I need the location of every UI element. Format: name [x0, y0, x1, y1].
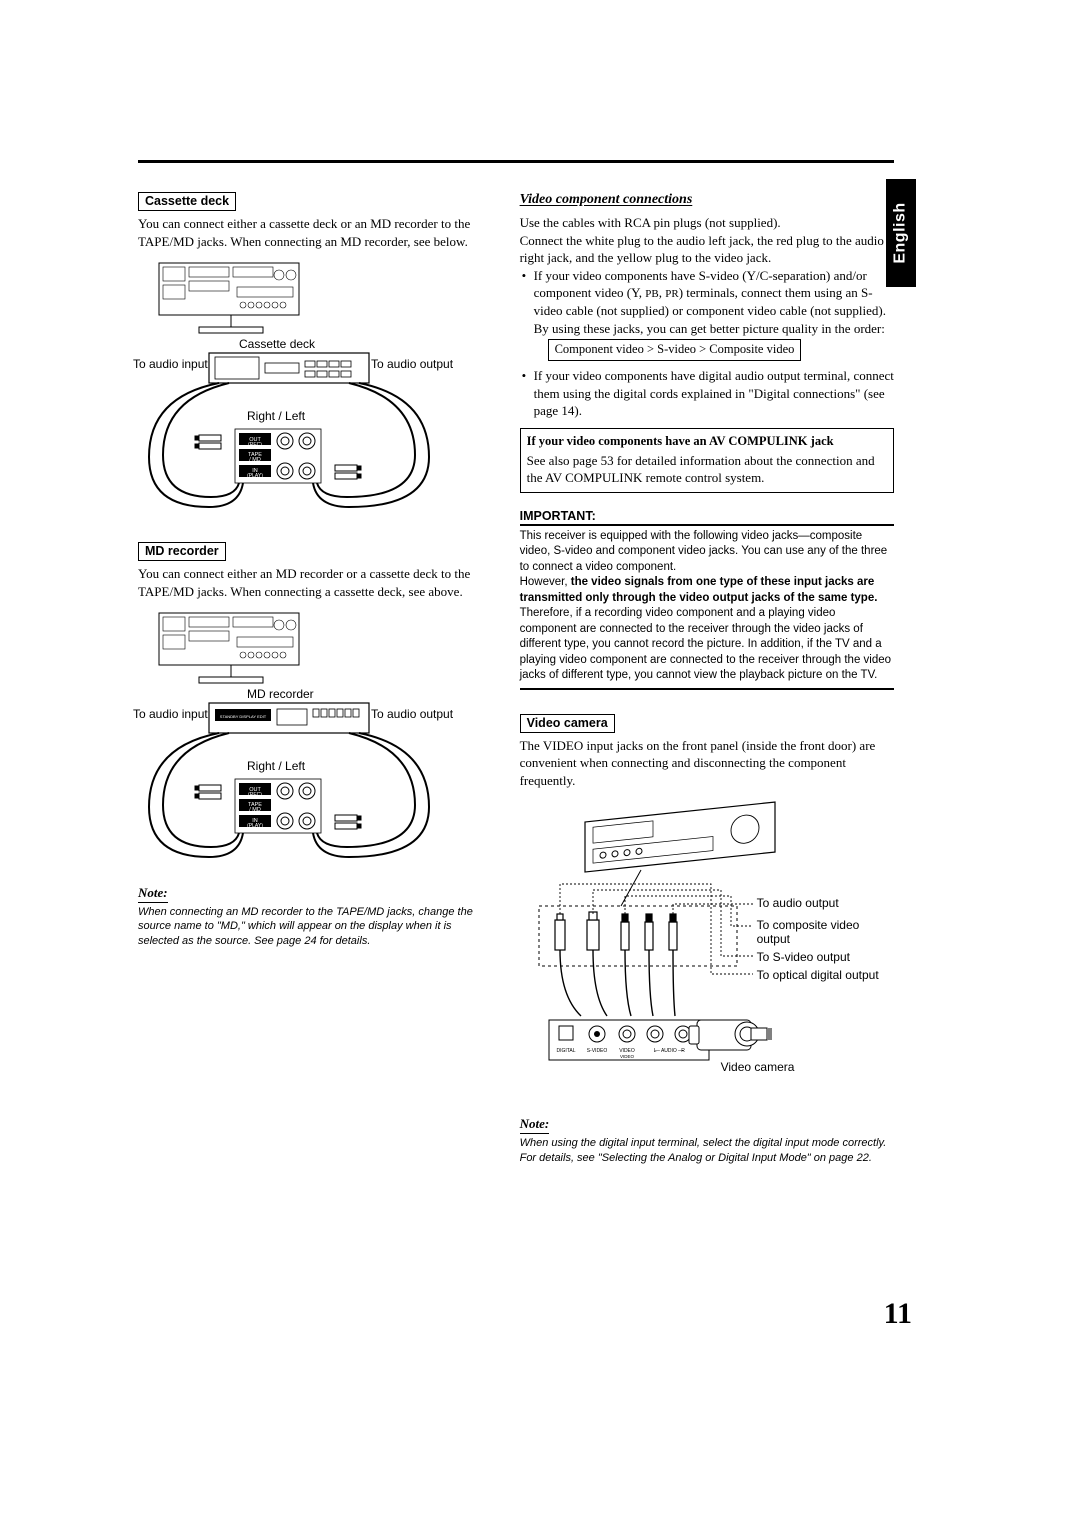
left-note-head: Note:: [138, 885, 168, 903]
camera-diagram: DIGITAL S-VIDEO VIDEO L — AUDIO — R VIDE…: [520, 795, 880, 1105]
compulink-body: See also page 53 for detailed informatio…: [527, 452, 887, 487]
cassette-device-label: Cassette deck: [239, 337, 315, 351]
video-conn-bullets: If your video components have S-video (Y…: [520, 267, 894, 420]
content-columns: Cassette deck You can connect either a c…: [138, 192, 894, 1165]
important-p1: This receiver is equipped with the follo…: [520, 529, 894, 576]
cassette-rl-label: Right / Left: [247, 409, 305, 423]
svg-text:— AUDIO —: — AUDIO —: [654, 1048, 682, 1054]
video-conn-p1: Use the cables with RCA pin plugs (not s…: [520, 214, 894, 232]
cam-svideo-out: To S-video output: [757, 950, 850, 964]
svg-text:VIDEO: VIDEO: [620, 1054, 635, 1059]
svg-text:(PLAY): (PLAY): [247, 473, 263, 479]
cassette-diagram: OUT (REC) TAPE / MD IN (PLAY) Cassette d…: [138, 256, 438, 516]
language-label: English: [892, 202, 910, 263]
md-out-label: To audio output: [371, 707, 453, 721]
right-note-head: Note:: [520, 1116, 550, 1134]
cam-device-label: Video camera: [721, 1060, 795, 1074]
cassette-in-label: To audio input: [133, 357, 208, 371]
cassette-text: You can connect either a cassette deck o…: [138, 215, 484, 250]
md-text: You can connect either an MD recorder or…: [138, 565, 484, 600]
right-note-body: When using the digital input terminal, s…: [520, 1136, 894, 1165]
svg-text:(REC): (REC): [248, 442, 262, 448]
cam-opt-out: To optical digital output: [757, 968, 879, 982]
cassette-out-label: To audio output: [371, 357, 453, 371]
video-conn-b1: If your video components have S-video (Y…: [520, 267, 894, 363]
svg-text:STANDBY DISPLAY EDIT: STANDBY DISPLAY EDIT: [220, 714, 267, 719]
important-p3: Therefore, if a recording video componen…: [520, 606, 894, 684]
cam-audio-out: To audio output: [757, 896, 839, 910]
page-number: 11: [884, 1297, 912, 1331]
compulink-head: If your video components have an AV COMP…: [527, 433, 887, 450]
svg-text:R: R: [681, 1048, 685, 1054]
important-p2: However, the video signals from one type…: [520, 575, 894, 606]
cam-comp-out: To composite video output: [757, 918, 877, 946]
md-rl-label: Right / Left: [247, 759, 305, 773]
camera-text: The VIDEO input jacks on the front panel…: [520, 737, 894, 790]
left-column: Cassette deck You can connect either a c…: [138, 192, 484, 1165]
right-column: Video component connections Use the cabl…: [520, 192, 894, 1165]
compulink-box: If your video components have an AV COMP…: [520, 428, 894, 493]
left-note-body: When connecting an MD recorder to the TA…: [138, 905, 484, 948]
video-conn-b2: If your video components have digital au…: [520, 367, 894, 420]
svg-text:(REC): (REC): [248, 792, 262, 798]
md-device-label: MD recorder: [247, 687, 314, 701]
svg-text:/ MD: / MD: [249, 807, 261, 813]
video-conn-p2: Connect the white plug to the audio left…: [520, 232, 894, 267]
md-diagram: STANDBY DISPLAY EDIT: [138, 606, 438, 866]
md-heading: MD recorder: [138, 542, 226, 561]
svg-text:DIGITAL: DIGITAL: [556, 1048, 575, 1054]
camera-heading: Video camera: [520, 714, 615, 733]
svg-text:S-VIDEO: S-VIDEO: [586, 1048, 607, 1054]
video-conn-title: Video component connections: [520, 192, 894, 208]
cassette-heading: Cassette deck: [138, 192, 236, 211]
video-hierarchy-box: Component video > S-video > Composite vi…: [548, 339, 802, 361]
md-in-label: To audio input: [133, 707, 208, 721]
svg-text:(PLAY): (PLAY): [247, 823, 263, 829]
top-rule: [138, 160, 894, 163]
svg-text:/ MD: / MD: [249, 457, 261, 463]
important-head: IMPORTANT:: [520, 509, 894, 526]
